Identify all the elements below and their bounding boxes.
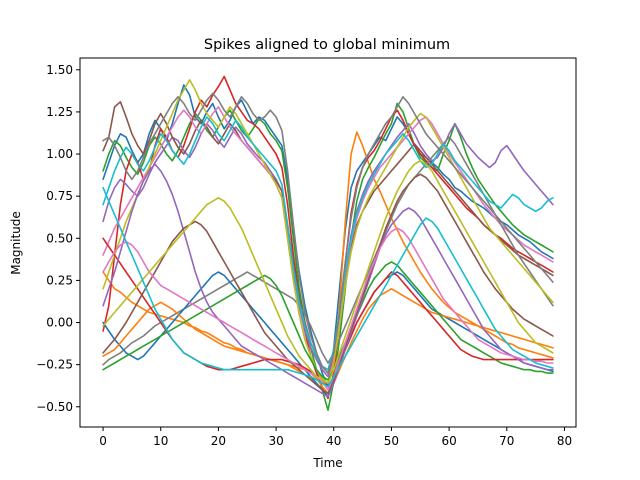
y-tick-label: 0.75 [46,189,73,203]
y-axis-label: Magnitude [9,211,23,275]
series-line-3 [102,102,554,412]
series-line-17 [102,227,554,391]
x-tick-label: 60 [441,434,456,448]
series-line-15 [102,163,554,398]
y-tick-label: 0.50 [46,231,73,245]
x-tick-label: 70 [499,434,514,448]
y-axis: −0.50 −0.25 0.00 0.25 0.50 0.75 1.00 1.25 1.50 [36,63,80,414]
y-tick-label: 1.25 [46,105,73,119]
y-tick-label: 1.50 [46,63,73,77]
series-line-4 [102,75,554,400]
series-line-19 [102,160,554,385]
series-line-5 [102,122,554,378]
y-tick-label: −0.25 [36,358,73,372]
chart-title: Spikes aligned to global minimum [204,37,450,53]
x-tick-label: 10 [153,434,168,448]
series-line-18 [102,92,554,374]
x-tick-label: 50 [384,434,399,448]
x-tick-label: 30 [268,434,283,448]
x-tick-label: 0 [99,434,107,448]
plot-area [102,75,554,412]
y-tick-label: 0.00 [46,316,73,330]
series-line-13 [102,261,554,381]
x-tick-label: 80 [557,434,572,448]
series-line-10 [102,116,554,371]
axes-frame [79,57,577,428]
y-tick-label: 1.00 [46,147,73,161]
series-line-20 [102,186,554,388]
x-axis: 0 10 20 30 40 50 60 70 80 [99,427,572,448]
series-line-16 [102,173,554,395]
y-tick-label: 0.25 [46,273,73,287]
series-line-8 [102,136,554,366]
x-axis-label: Time [312,456,342,470]
x-tick-label: 40 [326,434,341,448]
y-tick-label: −0.50 [36,400,73,414]
x-tick-label: 20 [211,434,226,448]
